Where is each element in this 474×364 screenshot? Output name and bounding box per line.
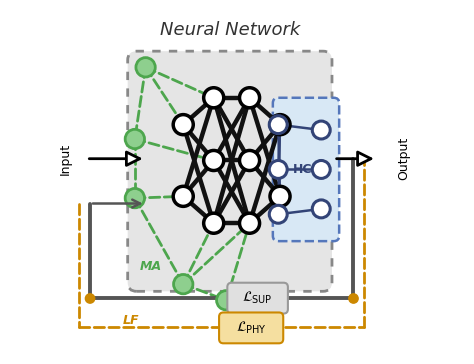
Circle shape	[312, 200, 330, 218]
Text: $\mathcal{L}_{\mathrm{PHY}}$: $\mathcal{L}_{\mathrm{PHY}}$	[236, 320, 266, 336]
Text: HC: HC	[292, 163, 312, 176]
Circle shape	[85, 294, 95, 303]
Circle shape	[349, 294, 358, 303]
Text: $\mathcal{L}_{\mathrm{SUP}}$: $\mathcal{L}_{\mathrm{SUP}}$	[242, 290, 273, 306]
Text: Neural Network: Neural Network	[160, 21, 300, 39]
Circle shape	[270, 186, 290, 206]
Circle shape	[239, 213, 260, 233]
Circle shape	[270, 115, 290, 135]
FancyBboxPatch shape	[128, 51, 332, 291]
Circle shape	[173, 186, 193, 206]
Circle shape	[173, 115, 193, 135]
Text: LF: LF	[122, 314, 139, 327]
FancyBboxPatch shape	[219, 312, 283, 343]
Circle shape	[269, 205, 287, 223]
FancyBboxPatch shape	[228, 283, 288, 313]
Circle shape	[136, 58, 155, 77]
Circle shape	[204, 213, 224, 233]
Text: MA: MA	[140, 260, 162, 273]
Circle shape	[312, 161, 330, 178]
Text: Input: Input	[59, 143, 72, 175]
Circle shape	[239, 88, 260, 108]
Circle shape	[312, 121, 330, 139]
Circle shape	[204, 88, 224, 108]
Text: Output: Output	[397, 137, 410, 180]
Circle shape	[239, 150, 260, 170]
Circle shape	[173, 274, 193, 294]
Circle shape	[217, 290, 236, 310]
Circle shape	[269, 116, 287, 134]
Circle shape	[125, 189, 145, 208]
FancyBboxPatch shape	[273, 98, 339, 241]
Circle shape	[269, 161, 287, 178]
Circle shape	[125, 129, 145, 149]
Circle shape	[204, 150, 224, 170]
